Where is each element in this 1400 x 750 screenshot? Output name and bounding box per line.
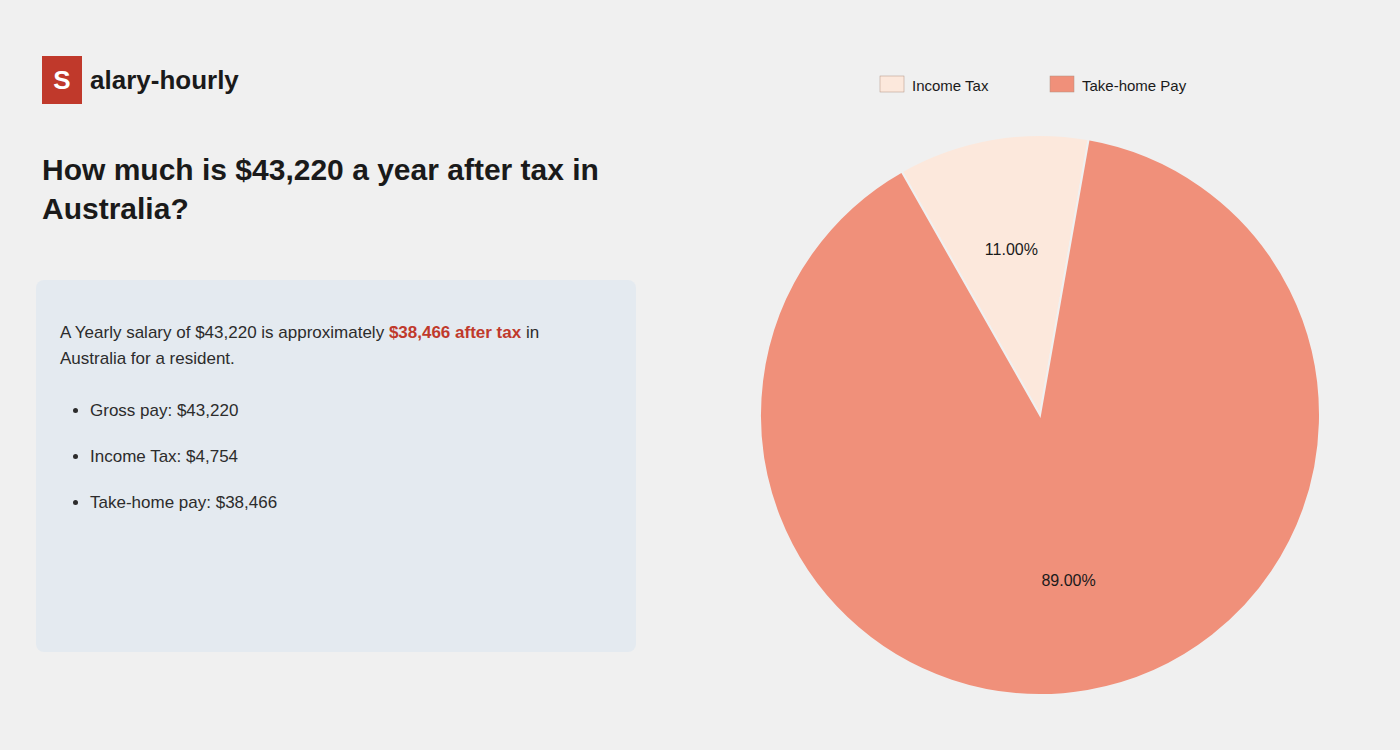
legend-swatch: [880, 76, 904, 92]
info-text-part: A Yearly salary of $43,220 is approximat…: [60, 323, 389, 342]
bullet-item: Income Tax: $4,754: [90, 447, 614, 467]
legend-entry: Take-home Pay: [1082, 77, 1187, 94]
bullet-item: Take-home pay: $38,466: [90, 493, 614, 513]
logo-text: alary-hourly: [90, 65, 239, 96]
data-label: 11.00%: [985, 241, 1038, 258]
bullet-item: Gross pay: $43,220: [90, 401, 614, 421]
pie-chart: 11.00% 89.00% Income Tax Take-home Pay: [690, 0, 1400, 750]
pie-slice: [760, 139, 1320, 695]
logo: Salary-hourly: [42, 56, 239, 104]
bullet-list: Gross pay: $43,220 Income Tax: $4,754 Take…: [60, 401, 614, 513]
legend-entry: Income Tax: [912, 77, 989, 94]
title: How much is $43,220 a year after tax in …: [42, 150, 672, 228]
info-highlight: $38,466 after tax: [389, 323, 521, 342]
info-box: A Yearly salary of $43,220 is approximat…: [36, 280, 636, 652]
data-label: 89.00%: [1041, 572, 1095, 589]
logo-mark: S: [42, 56, 82, 104]
info-text: A Yearly salary of $43,220 is approximat…: [60, 320, 614, 371]
legend-swatch: [1050, 76, 1074, 92]
info-text-part: Australia for a resident.: [60, 349, 235, 368]
text-panel: Salary-hourly How much is $43,220 a year …: [0, 0, 690, 750]
info-text-part: in: [521, 323, 539, 342]
